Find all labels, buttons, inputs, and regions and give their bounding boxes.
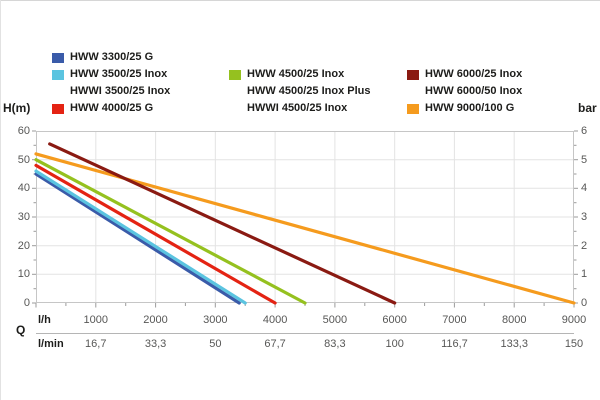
legend-item: HWWI 3500/25 Inox [52,83,170,100]
chart-plot-area [32,130,578,308]
x-axis-tick-l-h: 3000 [203,314,228,326]
legend-label: HWW 9000/100 G [425,102,515,114]
legend-swatch [229,69,241,80]
x-axis-tick-l-h: 5000 [322,314,348,326]
y-axis-tick-left: 0 [23,297,30,309]
x-axis-tick-l-min: 133,3 [500,338,528,350]
y-axis-tick-left: 20 [17,239,30,252]
series-line-hww-6000-25-inox-hww-6000-50-inox [48,142,397,305]
legend-label: HWW 4000/25 G [70,102,154,114]
legend-item: HWW 6000/25 Inox [407,66,522,83]
series-line-hww-3500-25-inox-hwwi-3500-25-inox [34,169,247,305]
legend-item: HWW 9000/100 G [407,100,514,117]
y-axis-tick-right: 2 [581,239,588,252]
y-axis-tick-left: 40 [17,182,30,195]
series-line-hww-3300-25-g [34,172,241,305]
legend-item: HWWI 4500/25 Inox [229,100,347,117]
x-axis-tick-l-h: 7000 [442,314,467,326]
x-axis-unit-liters-per-hour: l/h [38,314,51,326]
legend-item: HWW 6000/50 Inox [407,83,522,100]
series-line-hww-4500-25-inox-hww-4500-25-inox-plus-hwwi-4500-25-inox [34,158,307,305]
x-axis-tick-l-min: 100 [385,338,404,350]
y-axis-tick-left: 50 [17,153,30,166]
y-axis-tick-right: 6 [581,125,588,137]
y-axis-tick-left: 30 [17,211,30,223]
legend-label: HWWI 3500/25 Inox [70,85,171,97]
top-edge-divider [0,0,600,1]
left-edge-divider [0,0,1,400]
y-axis-tick-right: 3 [581,211,588,223]
x-axis-tick-l-min: 83,3 [324,338,346,350]
legend-swatch [407,103,419,114]
x-axis-tick-l-min: 16,7 [85,338,107,350]
legend-label: HWW 4500/25 Inox Plus [247,85,371,97]
legend-swatch [52,87,64,97]
x-axis-tick-l-min: 116,7 [441,338,468,350]
legend-label: HWW 3500/25 Inox [70,68,168,80]
legend-swatch [52,103,64,114]
x-axis-tick-l-h: 6000 [382,314,407,326]
legend-item: HWW 4500/25 Inox Plus [229,83,370,100]
legend-swatch [407,69,419,80]
legend-item: HWW 4500/25 Inox [229,66,344,83]
legend-swatch [229,104,241,114]
y-axis-label-bar: bar [578,101,597,115]
legend-swatch [52,52,64,63]
y-axis-tick-left: 10 [17,268,30,281]
legend-swatch [52,69,64,80]
x-axis-tick-l-h: 8000 [501,314,527,326]
series-line-hww-4000-25-g [34,163,277,305]
x-axis-tick-l-min: 50 [209,338,222,350]
y-axis-tick-left: 60 [17,125,30,137]
x-axis-tick-l-h: 1000 [83,314,108,326]
legend-label: HWW 3300/25 G [70,51,154,63]
legend-label: HWW 6000/50 Inox [425,85,523,97]
y-axis-tick-right: 5 [581,153,588,166]
legend-label: HWW 6000/25 Inox [425,68,523,80]
y-axis-tick-right: 0 [581,297,588,309]
legend-label: HWW 4500/25 Inox [247,68,345,80]
legend-swatch [229,87,241,97]
x-axis-tick-l-min: 67,7 [264,338,286,350]
x-axis-tick-l-min: 33,3 [144,338,167,350]
y-axis-tick-right: 4 [581,182,588,195]
x-axis-unit-liters-per-minute: l/min [38,338,64,350]
x-axis-tick-l-h: 4000 [262,314,288,326]
legend-item: HWW 3300/25 G [52,49,153,66]
x-axis-unit-separator-line [36,333,574,334]
x-axis-label-q: Q [16,323,26,337]
x-axis-tick-l-h: 9000 [561,314,587,326]
y-axis-tick-right: 1 [581,268,588,281]
legend-item: HWW 3500/25 Inox [52,66,167,83]
x-axis-tick-l-h: 2000 [143,314,168,326]
legend-swatch [407,87,419,97]
legend-label: HWWI 4500/25 Inox [247,102,348,114]
x-axis-tick-l-min: 150 [564,338,584,350]
legend-item: HWW 4000/25 G [52,100,153,117]
y-axis-label-head-meters: H(m) [3,101,31,115]
